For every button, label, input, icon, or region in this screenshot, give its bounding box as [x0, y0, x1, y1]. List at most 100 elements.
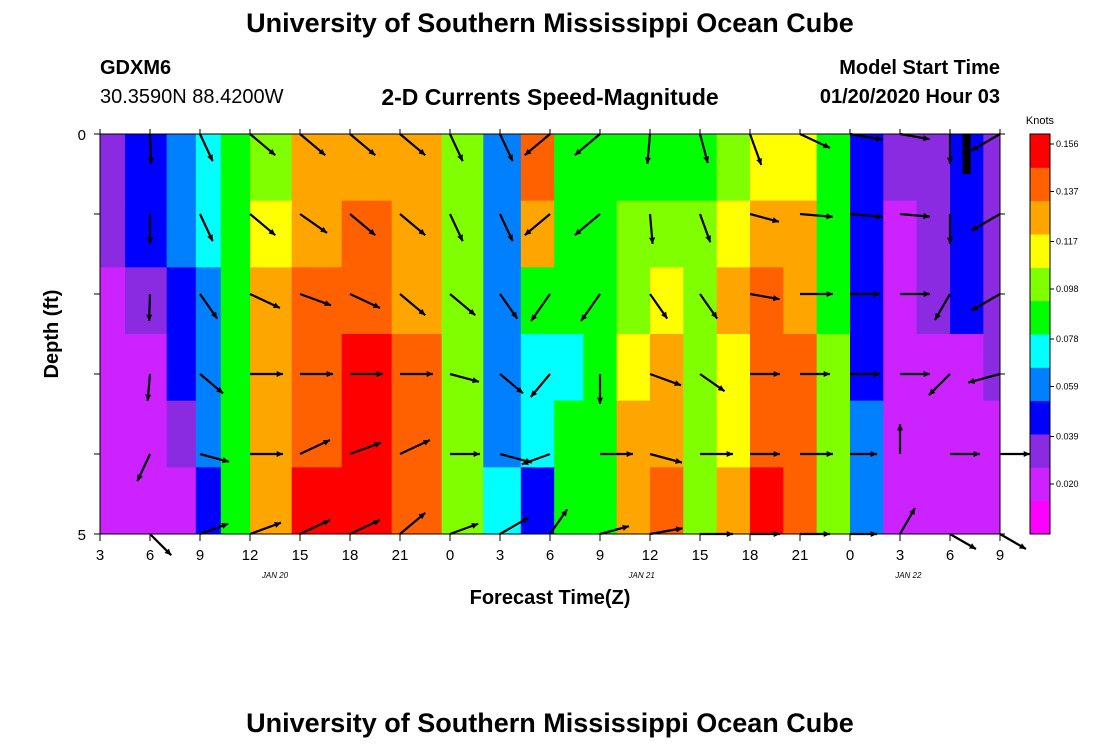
heatmap-cell	[100, 200, 126, 268]
vector-head	[773, 370, 780, 378]
x-tick-label: 12	[242, 547, 259, 564]
heatmap-cell	[291, 334, 343, 402]
colorbar-swatch	[1030, 267, 1050, 302]
x-tick-label: 0	[446, 547, 454, 564]
heatmap-cell	[716, 400, 751, 468]
heatmap-cell	[483, 200, 522, 268]
current-vector	[349, 133, 376, 157]
current-vector	[449, 372, 480, 384]
heatmap-cell	[983, 200, 1000, 268]
vector-head	[581, 314, 588, 322]
current-vector	[799, 133, 831, 149]
vector-head	[368, 228, 376, 236]
heatmap-cell	[783, 467, 818, 534]
heatmap-cell	[220, 200, 251, 268]
vector-head	[923, 290, 930, 298]
heatmap-cell	[716, 267, 751, 335]
vector-head	[374, 442, 382, 448]
current-vector	[600, 450, 633, 458]
colorbar-swatch	[1030, 434, 1050, 468]
x-tick-label: 9	[196, 547, 204, 564]
vector-head	[164, 548, 172, 556]
current-vector	[967, 372, 1001, 384]
vector-head	[531, 314, 538, 322]
heatmap-cell	[683, 467, 718, 534]
heatmap-cell	[750, 267, 784, 335]
current-vector	[899, 212, 930, 220]
colorbar-swatch	[1030, 400, 1050, 435]
vector-head	[675, 526, 683, 533]
current-vector	[399, 133, 426, 157]
vector-head	[473, 450, 480, 458]
vector-head	[726, 450, 733, 458]
current-vector	[199, 133, 214, 162]
x-tick-label: 9	[596, 547, 604, 564]
x-tick-label: 21	[792, 547, 809, 564]
heatmap-cell	[983, 134, 1000, 202]
current-vector	[529, 373, 551, 398]
heatmap-cell	[100, 134, 126, 202]
current-vector	[750, 450, 780, 458]
heatmap-cell	[100, 334, 126, 402]
current-vector	[896, 424, 904, 454]
current-vector	[524, 213, 551, 237]
heatmap-cell	[125, 134, 168, 202]
current-vector	[850, 450, 877, 458]
vector-head	[649, 237, 656, 244]
heatmap-cell	[816, 334, 851, 402]
axes: 3 6 9 12 15 18 21 0 3 6 9 12 15 18 21 0 3 6 9 JAN 20 JAN 21 J…	[78, 127, 1005, 580]
page-title: University of Southern Mississippi Ocean…	[246, 8, 854, 38]
colorbar-tick-label: 0.020	[1056, 479, 1079, 489]
heatmap-cell	[883, 134, 918, 202]
heatmap-cell	[391, 200, 443, 268]
vector-head	[146, 237, 154, 244]
colorbar-tick-label: 0.137	[1056, 187, 1079, 197]
current-vector	[199, 373, 224, 395]
current-vector	[199, 522, 229, 536]
current-vector	[349, 441, 382, 456]
current-vector	[800, 290, 833, 298]
vector-head	[268, 228, 276, 236]
heatmap-cell	[916, 467, 951, 534]
heatmap-cell	[391, 400, 443, 468]
vector-head	[276, 370, 283, 378]
heatmap-cell	[291, 200, 343, 268]
x-tick-label: 18	[742, 547, 759, 564]
heatmap-cell	[554, 467, 584, 534]
heatmap-cell	[716, 134, 751, 202]
heatmap-cell	[341, 200, 393, 268]
heatmap-cell	[166, 200, 197, 268]
current-vector	[299, 519, 331, 535]
vector-head	[422, 439, 430, 446]
current-vector	[300, 370, 333, 378]
vector-head	[457, 234, 463, 242]
current-vector	[934, 293, 951, 321]
vector-head	[968, 543, 976, 549]
current-vector	[946, 214, 954, 244]
chart-subtitle: 2-D Currents Speed-Magnitude	[381, 84, 719, 110]
vector-head	[137, 474, 143, 482]
heatmap-cell	[750, 400, 784, 468]
current-vector	[250, 370, 283, 378]
current-vector	[648, 213, 656, 244]
vector-head	[971, 144, 979, 151]
vector-head	[268, 148, 276, 156]
vector-head	[928, 388, 936, 396]
current-vector	[399, 439, 431, 455]
current-vector	[399, 293, 426, 317]
heatmap-cells	[100, 134, 1000, 534]
vector-head	[971, 224, 979, 231]
heatmap-cell	[850, 200, 884, 268]
vector-head	[875, 135, 883, 142]
heatmap-cell	[166, 400, 197, 468]
vector-head	[923, 370, 930, 378]
heatmap-cell	[616, 267, 651, 335]
station-coordinates: 30.3590N 88.4200W	[100, 86, 284, 108]
vector-head	[826, 290, 833, 298]
current-vector	[749, 212, 780, 224]
heatmap-cell	[916, 134, 951, 202]
current-vector	[649, 293, 669, 320]
heatmap-cell	[220, 334, 251, 402]
vector-head	[471, 523, 479, 529]
current-vector	[596, 374, 604, 404]
